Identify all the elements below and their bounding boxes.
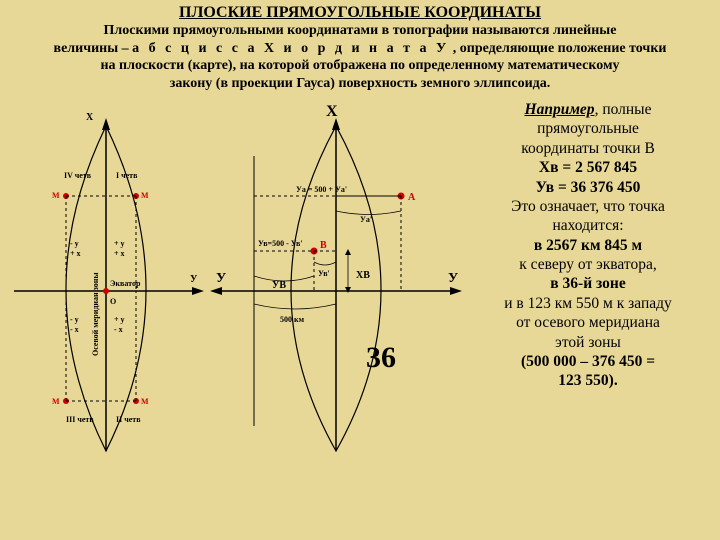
x-axis-label-2: Х: [326, 103, 338, 120]
svg-text:Уа': Уа': [360, 215, 372, 224]
y-axis-label: У: [190, 274, 198, 285]
point-m-q1: M: [141, 191, 149, 200]
diagram-left: Х У О Экватор Осевой меридиан зоны M I ч…: [6, 96, 206, 466]
example-text: Например, полные прямоугольные координат…: [466, 96, 710, 466]
svg-text:+ у: + у: [114, 239, 125, 248]
svg-text:- у: - у: [70, 315, 79, 324]
def-line4: закону (в проекции Гауса) поверхность зе…: [170, 76, 551, 91]
def-line2b: а б с ц и с с а Х и о р д и н а т а У: [132, 41, 449, 56]
svg-text:+ х: + х: [70, 249, 81, 258]
def-line2c: , определяющие положение точки: [449, 41, 666, 56]
svg-text:Уа = 500 + Уа': Уа = 500 + Уа': [296, 185, 347, 194]
zone-number: 36: [366, 341, 396, 375]
svg-text:- х: - х: [70, 325, 79, 334]
svg-text:II четв: II четв: [116, 415, 141, 424]
svg-text:- у: - у: [70, 239, 79, 248]
point-a: A: [408, 192, 416, 203]
svg-text:IV четв: IV четв: [64, 171, 92, 180]
x-axis-label: Х: [86, 112, 94, 123]
svg-text:500 км: 500 км: [280, 315, 305, 324]
svg-text:+ у: + у: [114, 315, 125, 324]
point-m-q4: M: [52, 191, 60, 200]
svg-text:У: У: [216, 271, 226, 286]
def-line3: на плоскости (карте), на которой отображ…: [100, 58, 619, 73]
point-m-q2: M: [141, 397, 149, 406]
svg-text:У: У: [448, 271, 458, 286]
diagram-right: Х У У A Уа = 500 + Уа' Уа' B Ув=500 - Ув…: [206, 96, 466, 466]
svg-text:ХB: ХB: [356, 270, 370, 281]
def-line1: Плоскими прямоугольными координатами в т…: [104, 23, 617, 38]
svg-text:- х: - х: [114, 325, 123, 334]
page-title: ПЛОСКИЕ ПРЯМОУГОЛЬНЫЕ КООРДИНАТЫ: [10, 4, 710, 22]
point-b: B: [320, 240, 327, 251]
svg-text:Ув': Ув': [318, 269, 330, 278]
axis-meridian-label: Осевой меридиан зоны: [91, 272, 100, 356]
example-heading: Например: [525, 101, 595, 118]
content-row: Х У О Экватор Осевой меридиан зоны M I ч…: [0, 94, 720, 466]
definition-block: Плоскими прямоугольными координатами в т…: [10, 22, 710, 92]
svg-text:Ув=500 - Ув': Ув=500 - Ув': [258, 239, 303, 248]
svg-text:УB: УB: [272, 280, 286, 291]
header: ПЛОСКИЕ ПРЯМОУГОЛЬНЫЕ КООРДИНАТЫ Плоским…: [0, 0, 720, 94]
svg-text:III четв: III четв: [66, 415, 94, 424]
def-line2a: величины –: [54, 41, 133, 56]
svg-text:I четв: I четв: [116, 171, 138, 180]
origin-label: О: [110, 297, 116, 306]
point-m-q3: M: [52, 397, 60, 406]
svg-text:+ х: + х: [114, 249, 125, 258]
